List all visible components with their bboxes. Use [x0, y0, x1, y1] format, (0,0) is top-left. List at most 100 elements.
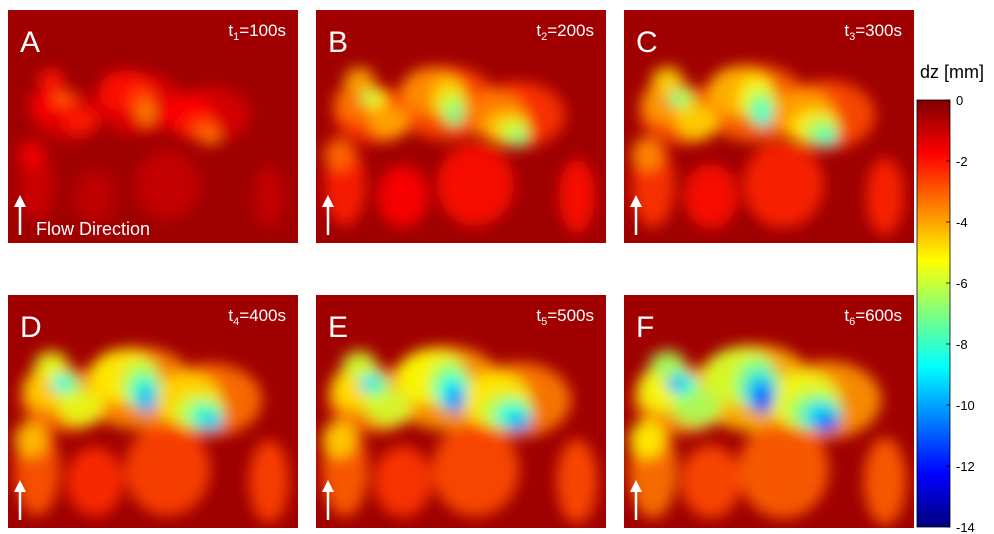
- erosion-patch: [667, 376, 686, 391]
- heatmap: [18, 69, 285, 228]
- colorbar-tick-label: -2: [956, 154, 968, 169]
- colorbar-tick-label: -14: [956, 520, 975, 534]
- flow-arrowhead: [14, 195, 26, 207]
- erosion-patch: [140, 104, 154, 126]
- time-label: t4=400s: [228, 306, 286, 328]
- heatmap: [323, 66, 595, 234]
- erosion-patch: [51, 376, 69, 391]
- time-symbol: t: [844, 306, 849, 325]
- erosion-patch: [816, 129, 838, 147]
- time-value: =500s: [547, 306, 594, 325]
- colorbar-tick-label: -6: [956, 276, 968, 291]
- erosion-patch: [360, 92, 376, 105]
- erosion-patch: [631, 137, 664, 172]
- time-index: 3: [849, 31, 855, 43]
- erosion-patch: [368, 105, 409, 139]
- time-symbol: t: [536, 21, 541, 40]
- colorbar-label: dz [mm]: [920, 62, 984, 82]
- erosion-patch: [321, 420, 357, 459]
- time-value: =300s: [855, 21, 902, 40]
- erosion-patch: [342, 350, 377, 379]
- erosion-patch: [680, 445, 742, 518]
- erosion-patch: [866, 157, 904, 235]
- erosion-patch: [437, 143, 514, 226]
- erosion-patch: [63, 108, 98, 136]
- erosion-patch: [34, 351, 69, 379]
- time-value: =100s: [239, 21, 286, 40]
- heatmap-blobs: [628, 344, 907, 526]
- erosion-patch: [556, 439, 598, 524]
- time-label: t2=200s: [536, 21, 594, 43]
- flow-arrowhead: [630, 195, 642, 207]
- panel-letter: A: [20, 26, 40, 59]
- erosion-patch: [18, 140, 45, 169]
- erosion-patch: [629, 420, 666, 459]
- erosion-patch: [124, 424, 211, 516]
- panel-letter: E: [328, 311, 348, 344]
- erosion-patch: [743, 141, 824, 228]
- erosion-patch: [651, 67, 684, 93]
- erosion-patch: [755, 101, 772, 128]
- heatmap: [628, 344, 907, 526]
- heatmap-blobs: [323, 66, 595, 234]
- time-symbol: t: [228, 306, 233, 325]
- erosion-patch: [374, 446, 432, 517]
- time-value: =200s: [547, 21, 594, 40]
- heatmap: [14, 347, 289, 523]
- panel-letter: D: [20, 311, 42, 344]
- erosion-patch: [863, 437, 907, 526]
- heatmap: [321, 346, 598, 524]
- flow-label: Flow Direction: [36, 219, 150, 239]
- time-label: t6=600s: [844, 306, 902, 328]
- colorbar-tick-label: -4: [956, 215, 968, 230]
- erosion-patch: [359, 376, 377, 391]
- time-symbol: t: [844, 21, 849, 40]
- erosion-patch: [377, 165, 429, 228]
- erosion-patch: [14, 421, 49, 458]
- erosion-patch: [675, 104, 718, 139]
- erosion-patch: [447, 102, 463, 128]
- colorbar-tick-label: 0: [956, 93, 963, 108]
- erosion-patch: [432, 423, 519, 517]
- time-index: 4: [233, 316, 239, 328]
- erosion-patch: [138, 386, 156, 414]
- erosion-patch: [446, 385, 464, 414]
- erosion-patch: [365, 388, 412, 426]
- erosion-patch: [508, 129, 530, 147]
- heatmap-blobs: [631, 64, 904, 235]
- flow-arrowhead: [14, 480, 26, 492]
- erosion-patch: [199, 414, 223, 433]
- panel-letter: F: [636, 311, 654, 344]
- erosion-patch: [814, 413, 840, 433]
- erosion-patch: [754, 385, 773, 415]
- erosion-patch: [559, 159, 595, 234]
- erosion-patch: [66, 447, 124, 516]
- erosion-patch: [38, 69, 65, 91]
- heatmap: [631, 64, 904, 235]
- time-index: 2: [541, 31, 547, 43]
- erosion-patch: [53, 93, 67, 104]
- time-index: 6: [849, 316, 855, 328]
- erosion-patch: [668, 92, 685, 105]
- colorbar-tick-label: -12: [956, 459, 975, 474]
- time-label: t3=300s: [844, 21, 902, 43]
- heatmap-blobs: [18, 69, 285, 228]
- heatmap-blobs: [14, 347, 289, 523]
- erosion-patch: [202, 131, 220, 146]
- erosion-patch: [344, 67, 375, 93]
- erosion-patch: [249, 440, 289, 523]
- panel-letter: B: [328, 26, 348, 59]
- colorbar-tick-label: -8: [956, 337, 968, 352]
- erosion-patch: [684, 164, 738, 229]
- time-label: t5=500s: [536, 306, 594, 328]
- erosion-patch: [73, 170, 117, 223]
- colorbar-tick-label: -10: [956, 398, 975, 413]
- time-value: =400s: [239, 306, 286, 325]
